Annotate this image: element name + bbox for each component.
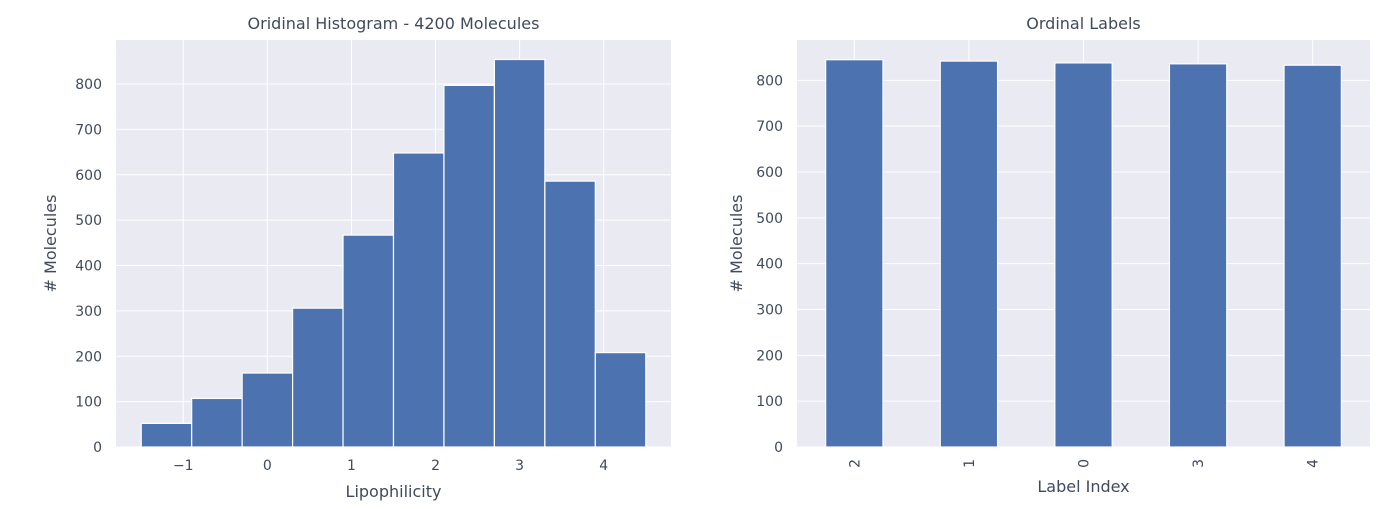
y-tick-label: 0 (93, 440, 102, 456)
x-tick-label: 3 (1191, 459, 1207, 468)
x-tick-label: 1 (962, 459, 978, 468)
y-tick-label: 600 (756, 165, 783, 181)
ordinal-x-axis-label: Label Index (1037, 477, 1129, 496)
y-tick-label: 800 (75, 77, 102, 93)
y-tick-label: 100 (756, 394, 783, 410)
histogram-bar (191, 397, 243, 448)
histogram-bar (594, 352, 647, 448)
histogram-y-axis-label: # Molecules (41, 195, 60, 293)
histogram-bars (140, 58, 647, 448)
histogram-bar (291, 307, 344, 448)
y-tick-label: 300 (75, 304, 102, 320)
histogram-y-ticks: 0 100 200 300 400 500 600 700 800 (75, 77, 102, 456)
histogram-chart: −1 0 1 2 3 4 0 100 200 300 400 500 600 700 800 Oridin… (41, 14, 671, 501)
x-tick-label: 4 (1306, 459, 1322, 468)
x-tick-label: 0 (1077, 459, 1093, 468)
y-tick-label: 800 (756, 73, 783, 89)
y-tick-label: 400 (75, 259, 102, 275)
histogram-bar (140, 422, 193, 448)
ordinal-bar (1283, 64, 1342, 448)
x-tick-label: 3 (515, 458, 524, 474)
y-tick-label: 700 (756, 119, 783, 135)
histogram-x-axis-label: Lipophilicity (346, 482, 442, 501)
histogram-bar (342, 234, 395, 448)
histogram-x-ticks: −1 0 1 2 3 4 (173, 458, 608, 474)
ordinal-bar (825, 59, 884, 448)
histogram-bar (443, 84, 496, 448)
ordinal-y-ticks: 0 100 200 300 400 500 600 700 800 (756, 73, 783, 456)
histogram-bar (493, 58, 546, 448)
y-tick-label: 500 (756, 211, 783, 227)
y-tick-label: 0 (774, 440, 783, 456)
y-tick-label: 600 (75, 168, 102, 184)
x-tick-label: 1 (347, 458, 356, 474)
y-tick-label: 200 (75, 349, 102, 365)
y-tick-label: 300 (756, 303, 783, 319)
ordinal-bars (825, 59, 1342, 448)
ordinal-bar (939, 60, 999, 448)
x-tick-label: 4 (599, 458, 608, 474)
ordinal-bar (1168, 63, 1228, 448)
y-tick-label: 200 (756, 348, 783, 364)
ordinal-bar (1054, 62, 1113, 448)
histogram-bar (241, 372, 294, 448)
histogram-bar (544, 180, 596, 448)
y-tick-label: 500 (75, 213, 102, 229)
histogram-title: Oridinal Histogram - 4200 Molecules (248, 14, 540, 33)
ordinal-y-axis-label: # Molecules (727, 195, 746, 293)
ordinal-labels-chart: 2 1 0 3 4 0 100 200 300 400 500 600 700 800 Ordinal … (727, 14, 1370, 496)
y-tick-label: 100 (75, 395, 102, 411)
y-tick-label: 400 (756, 257, 783, 273)
x-tick-label: 0 (263, 458, 272, 474)
x-tick-label: 2 (431, 458, 440, 474)
ordinal-x-ticks: 2 1 0 3 4 (847, 459, 1321, 468)
x-tick-label: −1 (173, 458, 194, 474)
x-tick-label: 2 (847, 459, 863, 468)
y-tick-label: 700 (75, 122, 102, 138)
ordinal-title: Ordinal Labels (1026, 14, 1140, 33)
histogram-bar (392, 152, 445, 448)
